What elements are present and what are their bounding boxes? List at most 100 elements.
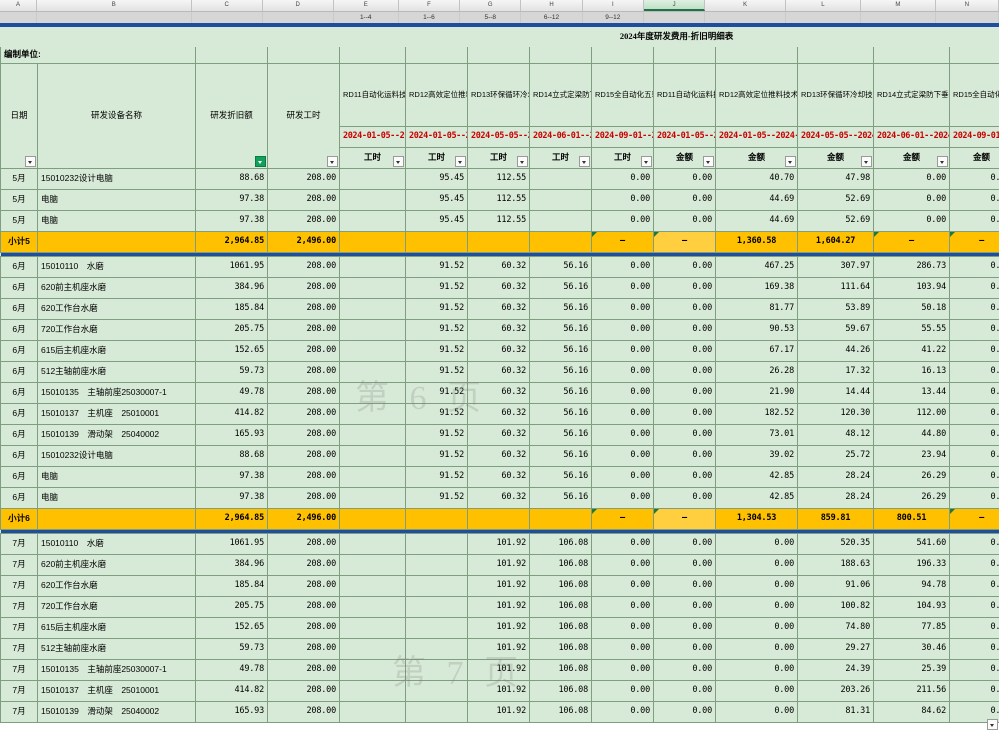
- cell-project-1-row-13: 91.52: [405, 445, 468, 467]
- cell-equipment-22: 512主轴前座水磨: [37, 638, 196, 660]
- cell-project-5-row-9: 0.00: [653, 361, 716, 383]
- cell-project-2-row-7: 60.32: [467, 319, 530, 341]
- column-letter-m[interactable]: M: [860, 0, 936, 11]
- cell-depreciation-12: 165.93: [195, 424, 268, 446]
- project-daterange-8: 2024-06-01--2024-12-31: [873, 126, 950, 148]
- column-letter-c[interactable]: C: [191, 0, 263, 11]
- cell-project-0-row-24: [339, 680, 406, 702]
- cell-depreciation-7: 205.75: [195, 319, 268, 341]
- cell-project-3-row-9: 56.16: [529, 361, 592, 383]
- cell-project-8-row-14: 26.29: [873, 466, 950, 488]
- period-annotation-9: [644, 12, 706, 23]
- cell-project-7-row-20: 100.82: [797, 596, 874, 618]
- cell-project-9-row-16: –: [948, 508, 999, 530]
- column-letter-i[interactable]: I: [582, 0, 644, 11]
- filter-dropdown-icon-h[interactable]: [579, 156, 590, 167]
- cell-project-5-row-19: 0.00: [653, 575, 716, 597]
- cell-workhours-11: 208.00: [267, 403, 340, 425]
- cell-equipment-25: 15010139 滑动架 25040002: [37, 701, 196, 723]
- cell-workhours-24: 208.00: [267, 680, 340, 702]
- column-letter-k[interactable]: K: [705, 0, 786, 11]
- cell-workhours-10: 208.00: [267, 382, 340, 404]
- cell-project-5-row-3: –: [653, 231, 716, 253]
- table-row: 7月 15010137 主机座 25010001 414.82 208.00 101.9…: [0, 680, 999, 702]
- filter-dropdown-icon-f[interactable]: [455, 156, 466, 167]
- cell-project-1-row-23: [405, 659, 468, 681]
- column-letter-e[interactable]: E: [333, 0, 399, 11]
- project-unit-4: 工时: [591, 147, 654, 169]
- unit-blank-n: [948, 47, 999, 64]
- column-letter-g[interactable]: G: [460, 0, 522, 11]
- cell-depreciation-14: 97.38: [195, 466, 268, 488]
- column-letter-d[interactable]: D: [262, 0, 334, 11]
- column-letter-n[interactable]: N: [935, 0, 999, 11]
- column-letter-j[interactable]: J: [643, 0, 706, 11]
- cell-project-6-row-7: 90.53: [715, 319, 798, 341]
- cell-project-4-row-5: 0.00: [591, 277, 654, 299]
- column-letter-b[interactable]: B: [36, 0, 192, 11]
- cell-project-4-row-2: 0.00: [591, 210, 654, 232]
- cell-month-14: 6月: [0, 466, 38, 488]
- cell-depreciation-8: 152.65: [195, 340, 268, 362]
- cell-project-5-row-0: 0.00: [653, 168, 716, 190]
- cell-project-7-row-8: 44.26: [797, 340, 874, 362]
- filter-dropdown-icon-l[interactable]: [861, 156, 872, 167]
- cell-project-9-row-19: 0.00: [948, 575, 999, 597]
- project-header-0: RD11自动化运料技术的研发: [339, 63, 406, 127]
- project-daterange-5: 2024-01-05--2024-: [653, 126, 716, 148]
- cell-project-4-row-21: 0.00: [591, 617, 654, 639]
- cell-project-7-row-18: 188.63: [797, 554, 874, 576]
- filter-dropdown-icon-d[interactable]: [327, 156, 338, 167]
- title-row: 2024年度研发费用-折旧明细表: [0, 27, 999, 47]
- column-letter-h[interactable]: H: [521, 0, 583, 11]
- cell-project-3-row-17: 106.08: [529, 533, 592, 555]
- cell-project-2-row-24: 101.92: [467, 680, 530, 702]
- filter-dropdown-icon-g[interactable]: [517, 156, 528, 167]
- cell-project-5-row-13: 0.00: [653, 445, 716, 467]
- cell-workhours-9: 208.00: [267, 361, 340, 383]
- cell-depreciation-19: 185.84: [195, 575, 268, 597]
- cell-project-0-row-19: [339, 575, 406, 597]
- active-filter-icon-depreciation[interactable]: [255, 156, 266, 167]
- filter-dropdown-icon-a[interactable]: [25, 156, 36, 167]
- column-letter-a[interactable]: A: [0, 0, 37, 11]
- unit-blank-i: [591, 47, 654, 64]
- filter-dropdown-icon-i[interactable]: [641, 156, 652, 167]
- cell-project-5-row-14: 0.00: [653, 466, 716, 488]
- project-header-8: RD14立式定梁防下垂辅助补偿技术的研发: [873, 63, 950, 127]
- filter-dropdown-icon-j[interactable]: [703, 156, 714, 167]
- cell-project-7-row-24: 203.26: [797, 680, 874, 702]
- cell-month-20: 7月: [0, 596, 38, 618]
- filter-dropdown-icon-m[interactable]: [937, 156, 948, 167]
- cell-project-6-row-9: 26.28: [715, 361, 798, 383]
- project-unit-0: 工时: [339, 147, 406, 169]
- cell-project-5-row-16: –: [653, 508, 716, 530]
- cell-project-9-row-12: 0.00: [948, 424, 999, 446]
- cell-project-1-row-12: 91.52: [405, 424, 468, 446]
- cell-project-9-row-20: 0.00: [948, 596, 999, 618]
- filter-dropdown-icon-e[interactable]: [393, 156, 404, 167]
- cell-project-5-row-6: 0.00: [653, 298, 716, 320]
- project-header-1: RD12高效定位推料技术的研发: [405, 63, 468, 127]
- cell-project-2-row-19: 101.92: [467, 575, 530, 597]
- table-row: 7月 615后主机座水磨 152.65 208.00 101.92 106.08 0.00 0…: [0, 617, 999, 639]
- cell-depreciation-5: 384.96: [195, 277, 268, 299]
- cell-project-3-row-11: 56.16: [529, 403, 592, 425]
- cell-project-9-row-24: 0.00: [948, 680, 999, 702]
- cell-project-1-row-16: [405, 508, 468, 530]
- column-letter-f[interactable]: F: [398, 0, 461, 11]
- filter-dropdown-icon-k[interactable]: [785, 156, 796, 167]
- cell-project-1-row-9: 91.52: [405, 361, 468, 383]
- cell-workhours-6: 208.00: [267, 298, 340, 320]
- table-row: 6月 15010110 水磨 1061.95 208.00 91.52 60.32 56.1…: [0, 256, 999, 278]
- cell-workhours-12: 208.00: [267, 424, 340, 446]
- worksheet-table: 2024年度研发费用-折旧明细表 编制单位: 日期 研发设备名称 研发: [0, 27, 999, 730]
- cell-project-3-row-14: 56.16: [529, 466, 592, 488]
- cell-workhours-13: 208.00: [267, 445, 340, 467]
- column-letter-l[interactable]: L: [785, 0, 861, 11]
- cell-project-0-row-2: [339, 210, 406, 232]
- period-annotation-8: 9--12: [583, 12, 644, 23]
- cell-project-6-row-16: 1,304.53: [715, 508, 798, 530]
- cell-project-4-row-0: 0.00: [591, 168, 654, 190]
